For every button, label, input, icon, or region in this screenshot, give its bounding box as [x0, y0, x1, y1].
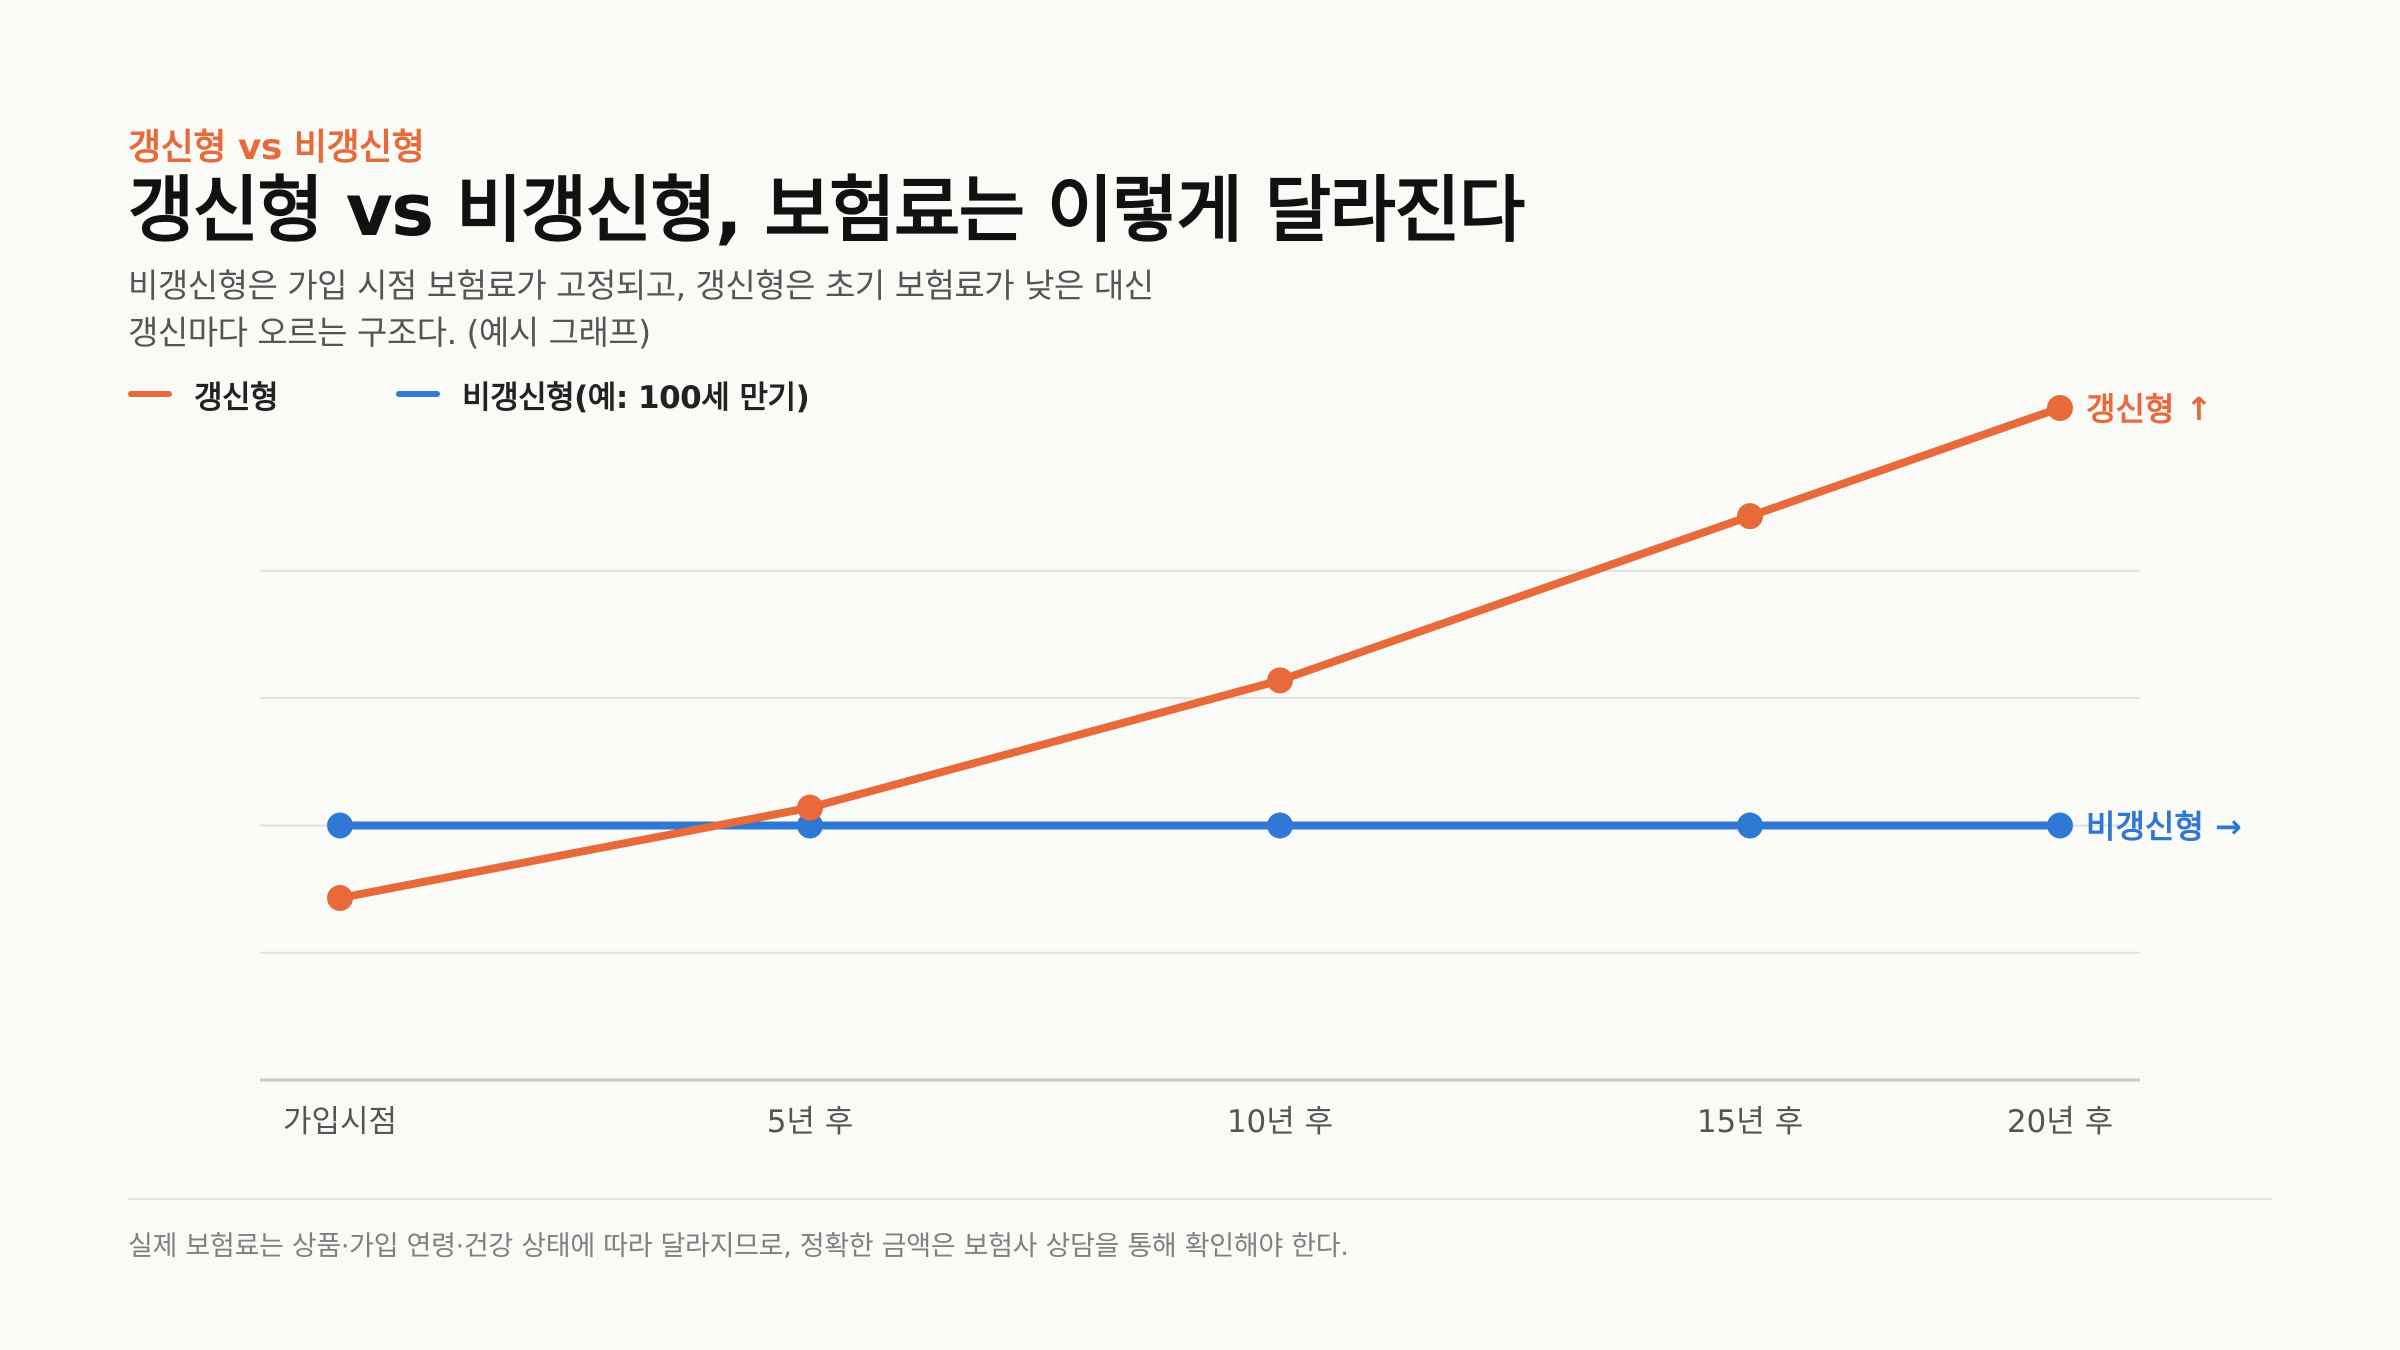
data-point-non-renewable-3 [1267, 812, 1293, 839]
data-point-non-renewable-1 [327, 812, 353, 839]
data-point-renewable-1 [327, 885, 353, 911]
subtitle-line-2: 갱신마다 오르는 구조다. (예시 그래프) [128, 313, 651, 352]
data-point-renewable-2 [797, 794, 823, 821]
x-tick-label-2: 5년 후 [767, 1104, 854, 1140]
chart-title: 갱신형 vs 비갱신형, 보험료는 이렇게 달라진다 [128, 168, 1525, 252]
end-label-renewable: 갱신형 ↑ [2086, 390, 2212, 428]
chart-eyebrow: 갱신형 vs 비갱신형 [128, 127, 425, 168]
x-tick-label-5: 20년 후 [2007, 1104, 2113, 1140]
data-point-renewable-3 [1267, 667, 1293, 694]
data-point-non-renewable-5 [2047, 812, 2073, 839]
x-tick-label-4: 15년 후 [1697, 1104, 1803, 1140]
legend-item-non-renewable: 비갱신형(예: 100세 만기) [396, 372, 810, 417]
chart-legend: 갱신형 비갱신형(예: 100세 만기) [128, 370, 927, 418]
subtitle-line-1: 비갱신형은 가입 시점 보험료가 고정되고, 갱신형은 초기 보험료가 낮은 대… [128, 266, 1154, 305]
legend-swatch-renewable [128, 391, 172, 397]
x-tick-label-1: 가입시점 [283, 1104, 397, 1140]
data-point-non-renewable-4 [1737, 812, 1763, 839]
legend-swatch-non-renewable [396, 391, 441, 397]
legend-item-renewable: 갱신형 [128, 372, 279, 417]
legend-label-renewable: 갱신형 [194, 379, 279, 416]
footnote: 실제 보험료는 상품·가입 연령·건강 상태에 따라 달라지므로, 정확한 금액… [128, 1231, 1349, 1262]
data-point-renewable-5 [2047, 395, 2073, 421]
end-label-non-renewable: 비갱신형 → [2086, 807, 2242, 845]
footer-divider [128, 1198, 2272, 1200]
data-point-non-renewable-2 [797, 812, 823, 839]
x-tick-label-3: 10년 후 [1227, 1104, 1333, 1140]
chart-subtitle: 비갱신형은 가입 시점 보험료가 고정되고, 갱신형은 초기 보험료가 낮은 대… [128, 262, 1528, 356]
data-point-renewable-4 [1737, 503, 1763, 530]
legend-label-non-renewable: 비갱신형(예: 100세 만기) [462, 379, 810, 416]
